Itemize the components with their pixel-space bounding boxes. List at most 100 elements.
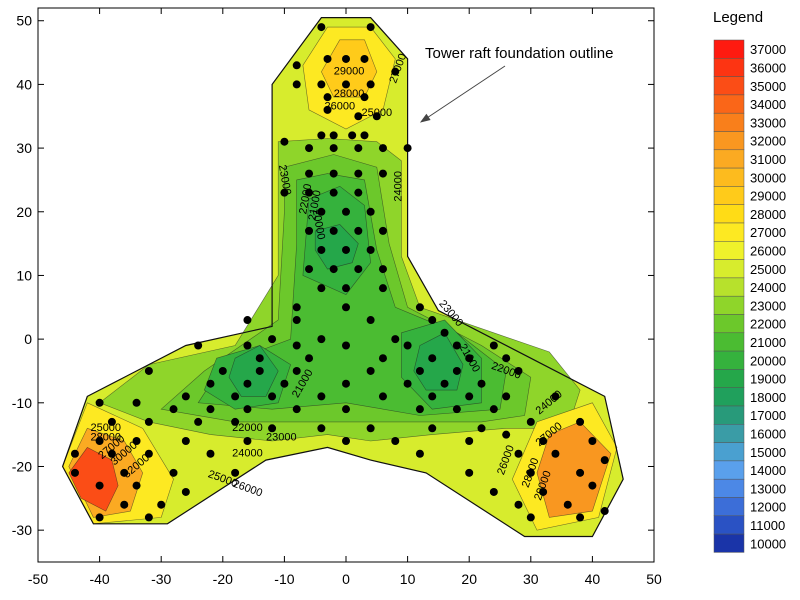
measurement-point [181, 392, 190, 401]
measurement-point [144, 366, 153, 375]
measurement-point [95, 481, 104, 490]
measurement-point [489, 487, 498, 496]
measurement-point [181, 437, 190, 446]
legend-swatch-13000 [713, 478, 745, 498]
measurement-point [194, 417, 203, 426]
measurement-point [305, 188, 314, 197]
measurement-point [206, 405, 215, 414]
measurement-point [169, 405, 178, 414]
measurement-point [132, 398, 141, 407]
measurement-point [292, 303, 301, 312]
measurement-point [576, 468, 585, 477]
measurement-point [144, 417, 153, 426]
raft-outline [61, 17, 624, 538]
measurement-point [477, 379, 486, 388]
annotation-arrowhead [419, 113, 431, 123]
x-tick-label: 20 [461, 571, 477, 587]
measurement-point [502, 392, 511, 401]
measurement-point [428, 316, 437, 325]
y-tick-label: -30 [12, 522, 32, 538]
measurement-point [206, 379, 215, 388]
measurement-point [465, 392, 474, 401]
measurement-point [231, 417, 240, 426]
measurement-point [342, 54, 350, 63]
measurement-point [428, 392, 437, 401]
legend-label-21000: 21000 [750, 335, 786, 350]
measurement-point [268, 392, 277, 401]
legend-label-22000: 22000 [750, 317, 786, 332]
measurement-point [243, 379, 252, 388]
measurement-point [268, 335, 277, 344]
legend-swatch-31000 [713, 149, 745, 169]
measurement-point [255, 354, 264, 363]
legend-swatch-23000 [713, 295, 745, 315]
measurement-point [144, 449, 153, 458]
y-tick-label: 0 [24, 331, 32, 347]
contour-label-0: 29000 [334, 66, 365, 78]
measurement-point [218, 366, 227, 375]
contour-label-8: 20000 [310, 208, 327, 240]
measurement-point [231, 468, 240, 477]
measurement-point [305, 265, 314, 274]
measurement-point [348, 131, 357, 140]
y-tick-label: 40 [16, 76, 32, 92]
x-tick-label: -10 [274, 571, 294, 587]
measurement-point [551, 449, 560, 458]
measurement-point [323, 105, 332, 114]
measurement-point [600, 507, 609, 516]
measurement-point [354, 169, 363, 178]
measurement-point [181, 487, 190, 496]
measurement-point [391, 67, 400, 76]
x-tick-label: 50 [646, 571, 662, 587]
legend-label-27000: 27000 [750, 225, 786, 240]
contour-band-19000-9 [228, 345, 279, 397]
measurement-point [403, 341, 412, 350]
contour-band-19000-7 [314, 224, 359, 270]
measurement-point [372, 112, 381, 121]
measurement-point [157, 500, 166, 509]
measurement-point [317, 335, 326, 344]
legend-swatch-17000 [713, 405, 745, 425]
measurement-point [342, 379, 350, 388]
legend-label-23000: 23000 [750, 298, 786, 313]
legend-swatch-16000 [713, 424, 745, 443]
measurement-point [342, 437, 350, 446]
measurement-points [70, 23, 609, 522]
measurement-point [378, 284, 387, 293]
measurement-point [514, 366, 523, 375]
measurement-point [342, 405, 350, 414]
measurement-point [526, 468, 535, 477]
contour-label-19: 22000 [232, 422, 263, 434]
legend-swatch-10000 [713, 533, 745, 553]
measurement-point [366, 366, 375, 375]
measurement-point [280, 379, 289, 388]
x-tick-label: 40 [585, 571, 601, 587]
measurement-point [378, 392, 387, 401]
legend-swatch-36000 [713, 58, 745, 77]
measurement-point [342, 341, 350, 350]
measurement-point [403, 379, 412, 388]
legend-swatch-19000 [713, 369, 745, 388]
contour-label-20: 23000 [266, 432, 297, 444]
measurement-point [107, 449, 116, 458]
measurement-point [317, 424, 326, 433]
legend-label-26000: 26000 [750, 243, 786, 258]
measurement-point [342, 245, 350, 254]
measurement-point [366, 80, 375, 89]
measurement-point [243, 437, 252, 446]
measurement-point [452, 405, 461, 414]
legend-label-15000: 15000 [750, 445, 786, 460]
measurement-point [317, 392, 326, 401]
legend-label-25000: 25000 [750, 262, 786, 277]
measurement-point [194, 341, 203, 350]
measurement-point [292, 405, 301, 414]
measurement-point [576, 513, 585, 522]
legend-swatch-37000 [713, 39, 745, 59]
measurement-point [360, 54, 369, 63]
measurement-point [323, 54, 332, 63]
measurement-point [378, 169, 387, 178]
measurement-point [391, 437, 400, 446]
measurement-point [360, 131, 369, 140]
measurement-point [317, 284, 326, 293]
contour-label-1: 28000 [334, 88, 365, 100]
